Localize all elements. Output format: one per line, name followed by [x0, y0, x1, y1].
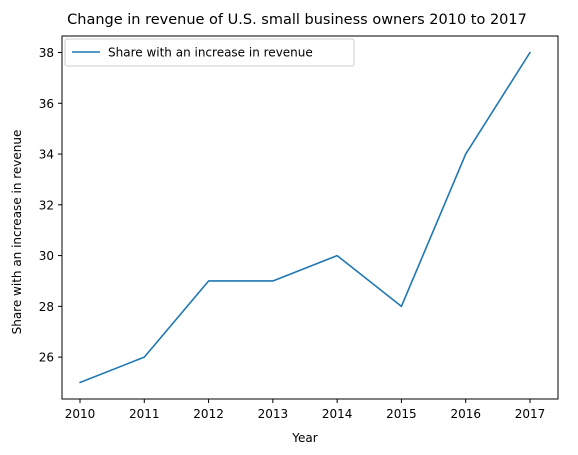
- x-tick-label: 2014: [322, 407, 353, 421]
- series-line: [79, 51, 531, 384]
- x-tick-label: 2010: [65, 407, 96, 421]
- y-tick-label: 38: [39, 46, 54, 60]
- legend: Share with an increase in revenue: [64, 38, 355, 67]
- y-axis: 26 28 30 32 34 36 38: [39, 46, 62, 365]
- x-axis-label: Year: [291, 431, 317, 445]
- series-layer: [79, 51, 531, 384]
- x-tick-label: 2016: [450, 407, 481, 421]
- x-tick-label: 2012: [193, 407, 224, 421]
- y-tick-label: 36: [39, 97, 54, 111]
- y-axis-label: Share with an increase in revenue: [10, 130, 24, 335]
- legend-box: [64, 38, 355, 67]
- legend-label: Share with an increase in revenue: [108, 46, 313, 60]
- chart-title: Change in revenue of U.S. small business…: [67, 12, 527, 28]
- y-tick-label: 26: [39, 351, 54, 365]
- x-tick-label: 2011: [129, 407, 160, 421]
- y-tick-label: 34: [39, 148, 54, 162]
- x-tick-label: 2013: [258, 407, 289, 421]
- x-tick-label: 2017: [515, 407, 546, 421]
- plot-area: [61, 35, 559, 400]
- x-tick-label: 2015: [386, 407, 417, 421]
- y-tick-label: 28: [39, 300, 54, 314]
- y-tick-label: 30: [39, 249, 54, 263]
- y-tick-label: 32: [39, 198, 54, 212]
- x-axis: 2010 2011 2012 2013 2014 2015 2016 2017: [65, 399, 546, 421]
